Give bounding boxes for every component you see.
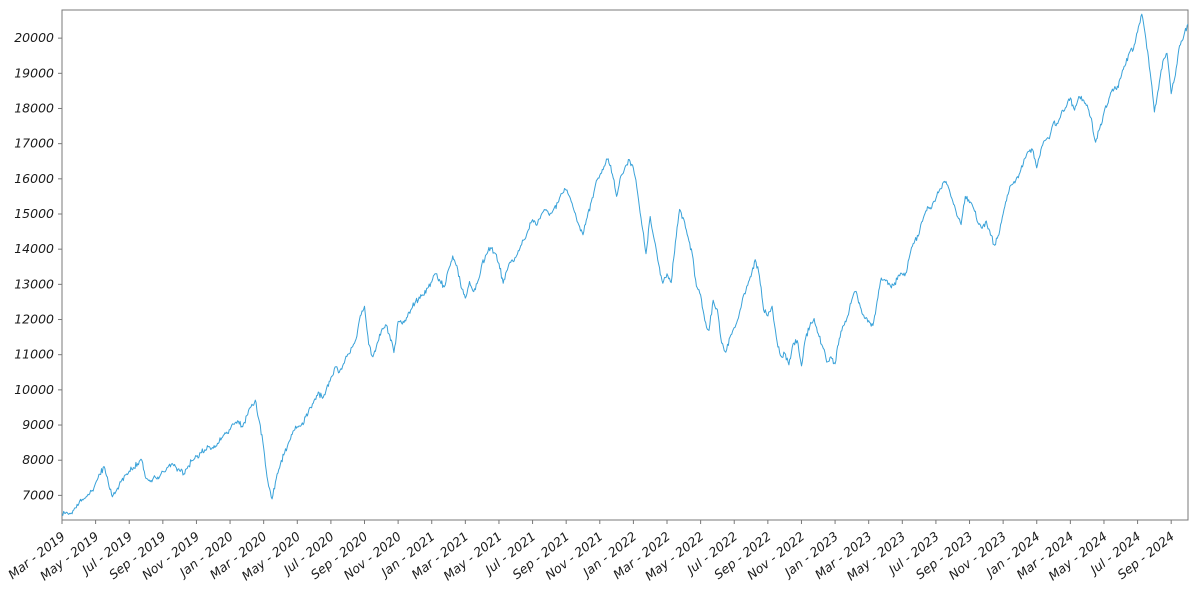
y-axis: 7000 8000 9000 10000 11000 12000 13000 14000 150… [14, 30, 62, 502]
y-tick-label: 9000 [22, 417, 54, 432]
y-tick-label: 17000 [14, 136, 54, 151]
y-tick-label: 13000 [14, 276, 54, 291]
plot-border [61, 9, 1189, 521]
y-tick-label: 10000 [14, 382, 54, 397]
y-tick-label: 11000 [14, 347, 54, 362]
price-line [62, 13, 1188, 516]
y-tick-label: 19000 [14, 65, 54, 80]
y-tick-label: 16000 [14, 171, 54, 186]
y-tick-label: 20000 [14, 30, 54, 45]
y-tick-label: 12000 [14, 312, 54, 327]
y-tick-label: 14000 [14, 241, 54, 256]
y-tick-label: 7000 [22, 487, 54, 502]
y-tick-label: 15000 [14, 206, 54, 221]
y-tick-label: 18000 [14, 100, 54, 115]
y-tick-label: 8000 [22, 452, 54, 467]
